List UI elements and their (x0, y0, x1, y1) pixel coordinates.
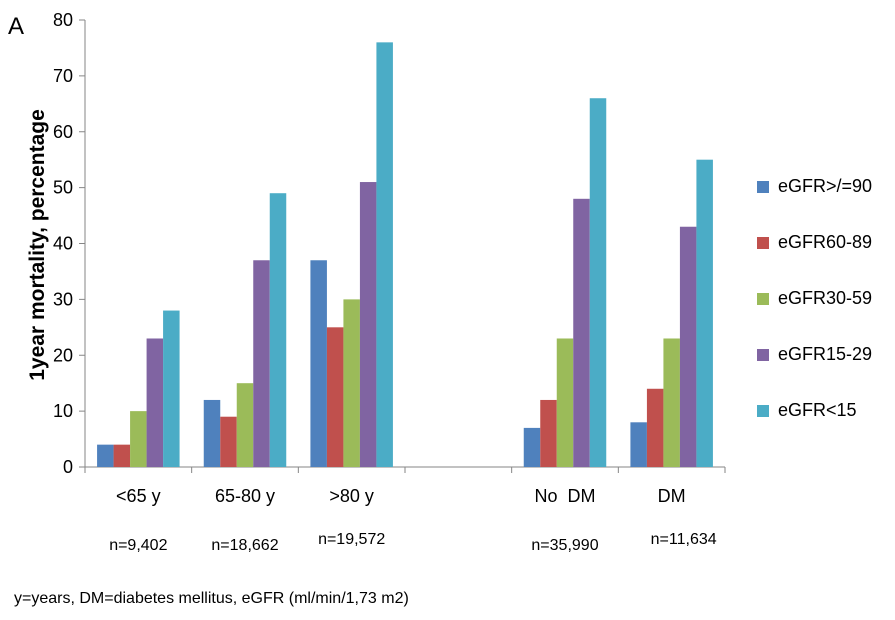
bar-egfr-90 (310, 260, 327, 467)
y-tick-label: 40 (53, 234, 73, 254)
y-tick-label: 70 (53, 66, 73, 86)
legend-entry-label: eGFR60-89 (778, 232, 872, 252)
bar-egfr-90 (630, 422, 647, 467)
sample-size-label: n=18,662 (211, 537, 278, 554)
bar-egfr-15 (376, 42, 393, 467)
y-tick-label: 50 (53, 178, 73, 198)
y-tick-label: 20 (53, 345, 73, 365)
legend-entry-label: eGFR<15 (778, 400, 857, 420)
y-tick-label: 80 (53, 10, 73, 30)
x-category-label: <65 y (116, 486, 161, 506)
bar-egfr15-29 (573, 198, 590, 468)
sample-size-label: n=9,402 (109, 537, 167, 554)
footnote: y=years, DM=diabetes mellitus, eGFR (ml/… (14, 590, 409, 607)
bar-egfr60-89 (220, 416, 237, 467)
legend-swatch (757, 293, 769, 305)
legend-entry-label: eGFR15-29 (778, 344, 872, 364)
bar-egfr15-29 (679, 226, 697, 467)
legend-swatch (757, 349, 769, 361)
bar-egfr-15 (163, 310, 180, 467)
bar-egfr30-59 (556, 338, 574, 467)
panel-label: A (8, 13, 24, 40)
bar-egfr-90 (203, 399, 221, 467)
legend-swatch (757, 237, 769, 249)
bar-egfr15-29 (359, 182, 377, 468)
bar-egfr60-89 (646, 388, 664, 467)
bar-egfr15-29 (253, 260, 270, 467)
bar-egfr30-59 (663, 338, 680, 467)
sample-size-label: n=19,572 (318, 531, 385, 548)
y-axis-title: 1year mortality, percentage (26, 109, 49, 381)
y-tick-label: 10 (53, 401, 73, 421)
bar-egfr60-89 (113, 444, 131, 467)
x-category-label: DM (658, 486, 686, 506)
legend-entry-label: eGFR>/=90 (778, 176, 872, 196)
legend-entry-label: eGFR30-59 (778, 288, 872, 308)
legend-swatch (757, 405, 769, 417)
sample-size-label: n=11,634 (651, 531, 717, 548)
bar-egfr60-89 (326, 327, 344, 467)
x-category-label: No DM (534, 486, 595, 506)
bar-egfr15-29 (146, 338, 164, 467)
bar-egfr30-59 (343, 299, 360, 468)
bar-egfr-15 (269, 193, 287, 467)
legend-swatch (757, 181, 769, 193)
y-tick-label: 0 (63, 457, 73, 477)
bar-egfr-90 (523, 427, 541, 467)
x-category-label: >80 y (329, 486, 374, 506)
sample-size-label: n=35,990 (531, 537, 598, 554)
y-tick-label: 60 (53, 122, 73, 142)
bar-egfr-15 (589, 98, 607, 467)
bar-egfr30-59 (236, 383, 254, 467)
bar-egfr-90 (97, 444, 114, 467)
bar-egfr30-59 (130, 411, 147, 468)
x-category-label: 65-80 y (215, 486, 275, 506)
bar-egfr-15 (696, 159, 713, 467)
bar-egfr60-89 (540, 399, 557, 467)
y-tick-label: 30 (53, 289, 73, 309)
